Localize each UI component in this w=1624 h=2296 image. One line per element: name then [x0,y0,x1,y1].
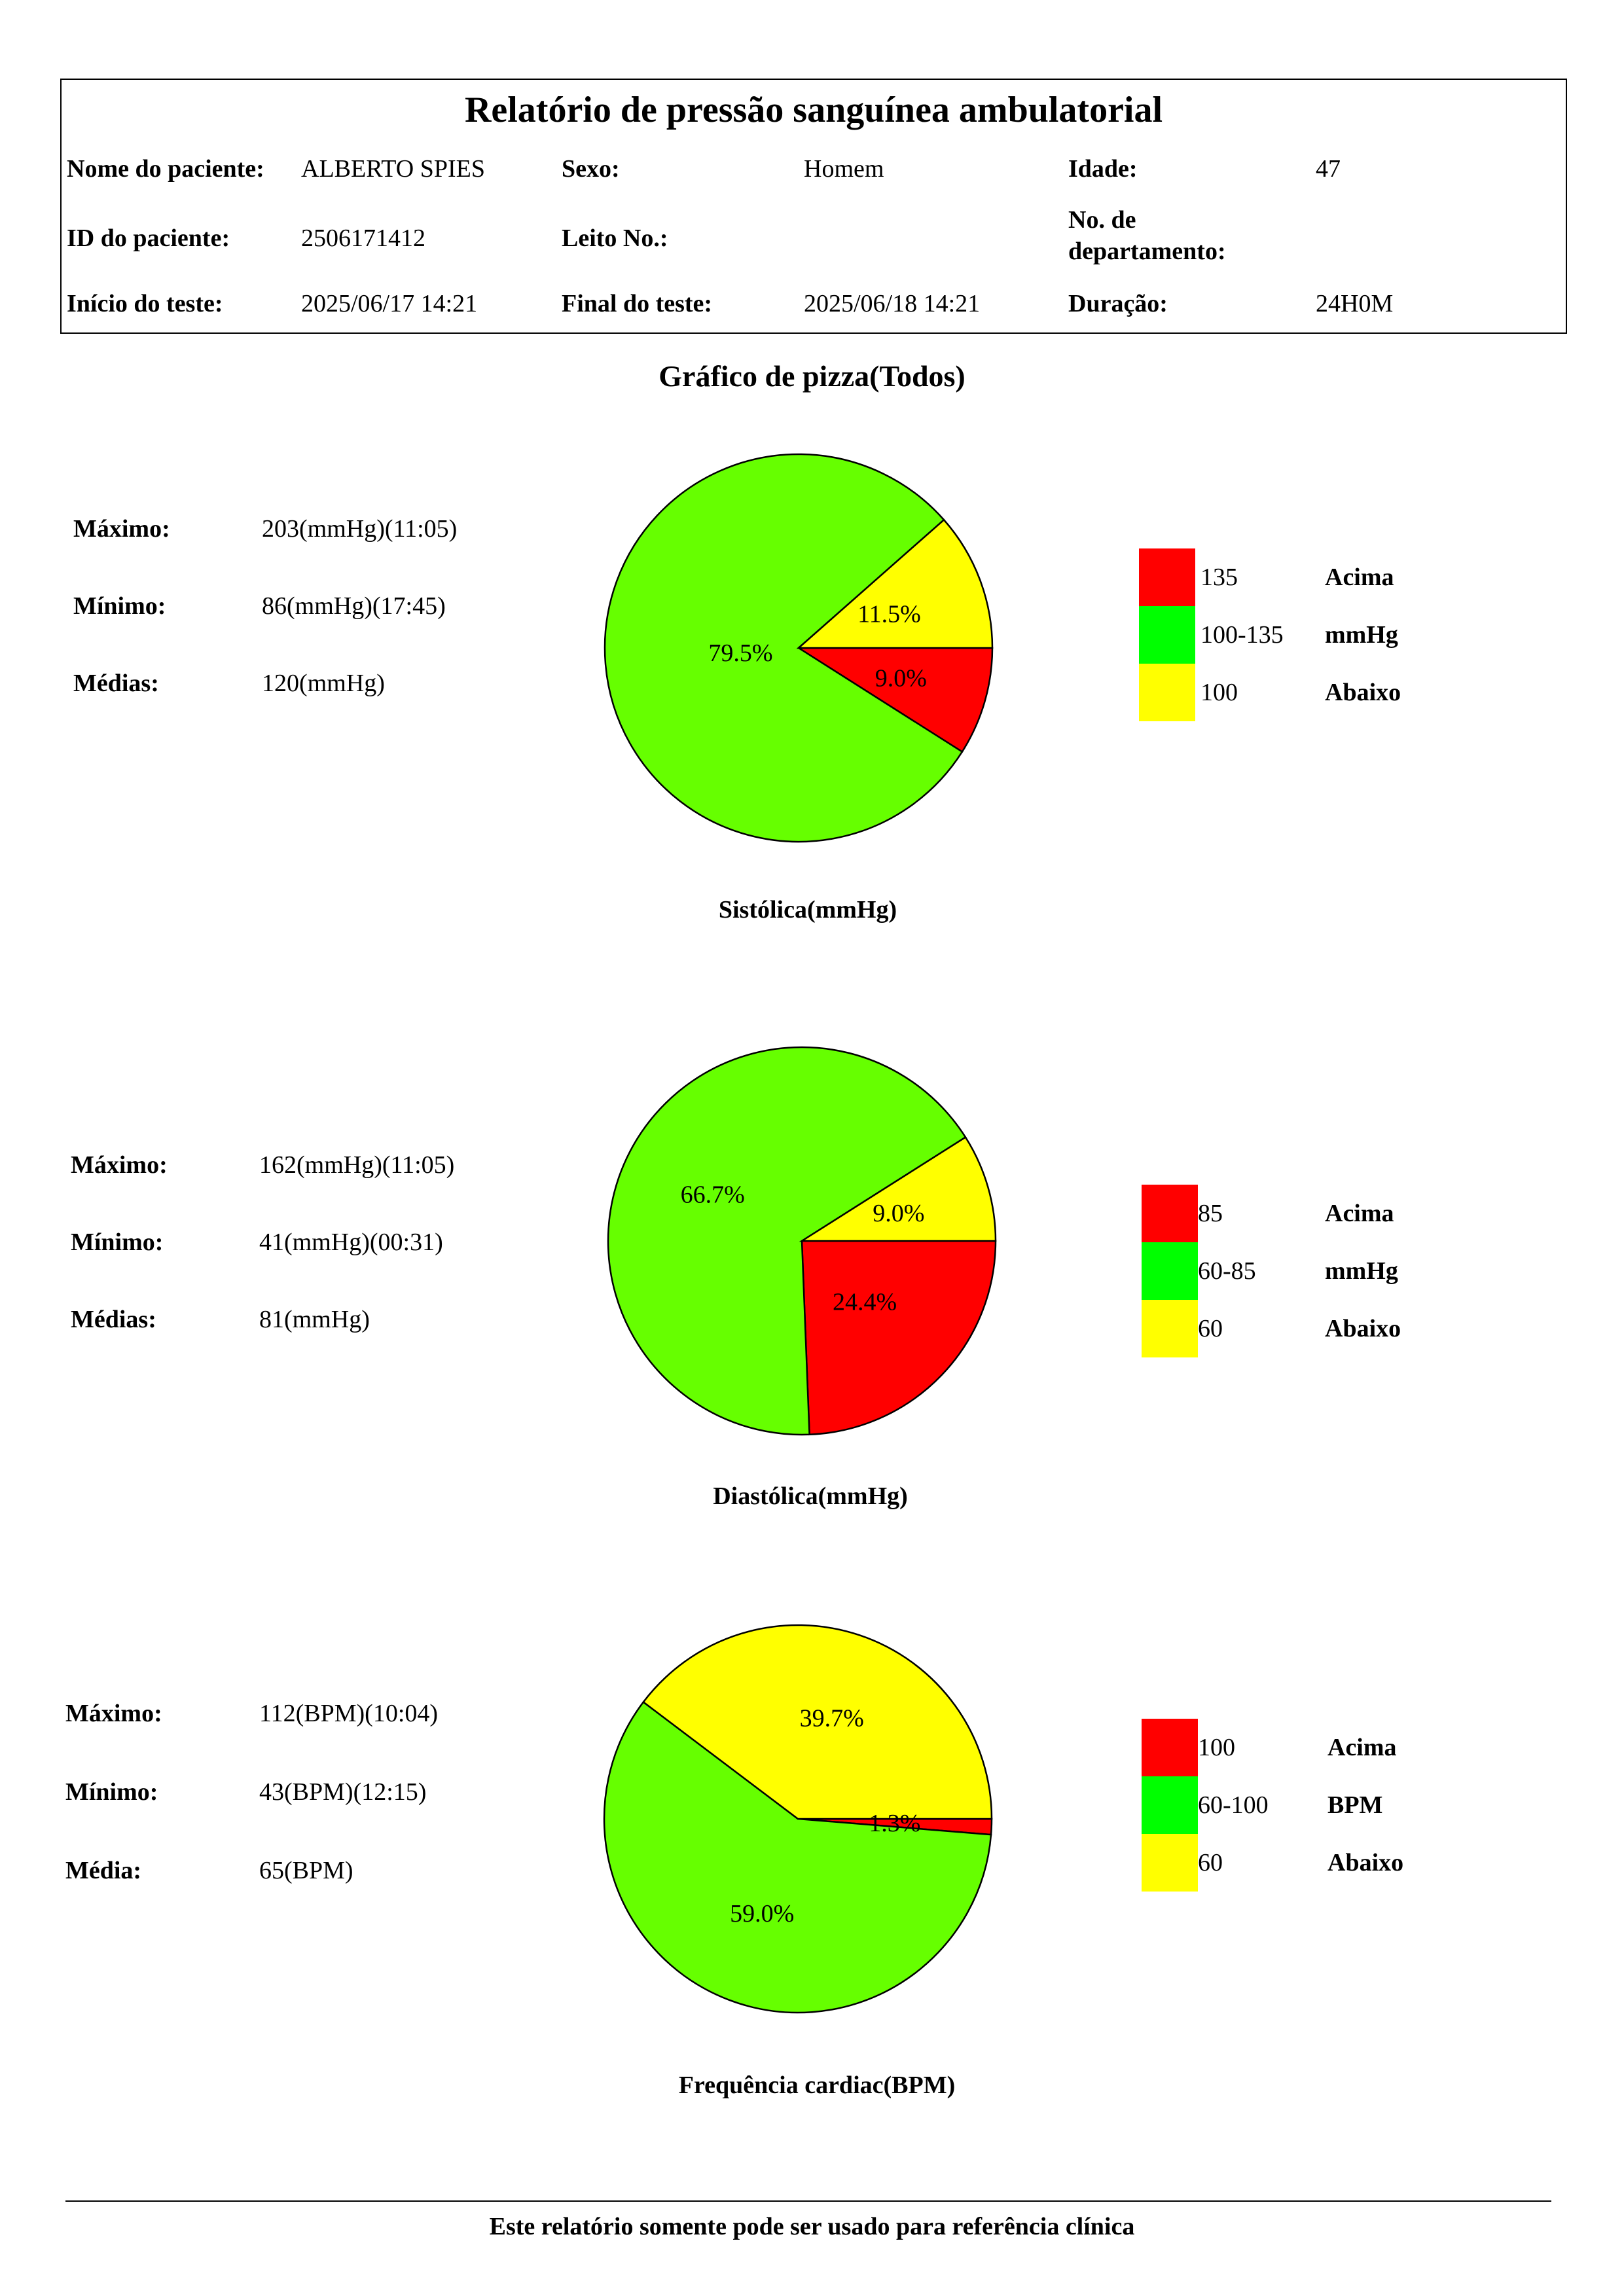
systolic-max-value: 203(mmHg)(11:05) [262,515,458,543]
heart-rate-max-label: Máximo: [65,1700,162,1727]
diastolic-legend-above-label: Acima [1325,1200,1394,1227]
footer-divider [65,2200,1551,2202]
heart-rate-avg-value: 65(BPM) [259,1857,353,1884]
heart-rate-slice-above-label: 1.3% [869,1810,920,1837]
heart-rate-max-value: 112(BPM)(10:04) [259,1700,439,1727]
systolic-slice-below-label: 11.5% [857,601,921,628]
test-start-value: 2025/06/17 14:21 [301,290,478,317]
heart-rate-legend-below-range: 60 [1198,1849,1223,1876]
diastolic-avg-label: Médias: [71,1306,156,1333]
diastolic-legend-below-swatch [1142,1300,1198,1357]
heart-rate-slice-normal-label: 59.0% [730,1900,794,1928]
heart-rate-legend-above-range: 100 [1198,1734,1235,1761]
patient-name-label: Nome do paciente: [67,155,264,183]
bed-number-label: Leito No.: [562,224,668,252]
systolic-chart-title: Sistólica(mmHg) [718,896,897,924]
heart-rate-min-value: 43(BPM)(12:15) [259,1778,427,1806]
age-value: 47 [1316,155,1341,183]
heart-rate-legend-above-swatch [1142,1719,1198,1776]
heart-rate-legend-above-label: Acima [1327,1734,1397,1761]
systolic-legend-normal-swatch [1139,606,1195,664]
sex-label: Sexo: [562,155,620,183]
systolic-avg-value: 120(mmHg) [262,670,385,697]
systolic-min-label: Mínimo: [73,592,166,620]
diastolic-slice-normal-label: 66.7% [681,1181,745,1208]
duration-value: 24H0M [1316,290,1394,317]
duration-label: Duração: [1068,290,1168,317]
diastolic-slice-below [799,1136,997,1242]
patient-id-label: ID do paciente: [67,224,230,252]
heart-rate-min-label: Mínimo: [65,1778,158,1806]
diastolic-slice-below-label: 9.0% [873,1200,924,1227]
heart-rate-pie-chart: 1.3% 59.0% 39.7% [603,1624,993,2014]
diastolic-legend-above-swatch [1142,1185,1198,1242]
systolic-legend-normal-label: mmHg [1325,621,1398,649]
test-start-label: Início do teste: [67,290,223,317]
diastolic-chart-title: Diastólica(mmHg) [713,1482,908,1510]
diastolic-slice-above-label: 24.4% [833,1288,897,1316]
diastolic-legend-normal-label: mmHg [1325,1257,1398,1285]
systolic-legend-above-label: Acima [1325,564,1394,591]
systolic-slice-above-label: 9.0% [875,664,927,692]
heart-rate-legend-normal-range: 60-100 [1198,1791,1269,1819]
diastolic-legend-below-label: Abaixo [1325,1315,1401,1342]
systolic-legend-below-label: Abaixo [1325,679,1401,706]
heart-rate-chart-title: Frequência cardiac(BPM) [678,2072,956,2099]
diastolic-slice-above [801,1240,997,1436]
patient-id-value: 2506171412 [301,224,425,252]
diastolic-min-value: 41(mmHg)(00:31) [259,1229,443,1256]
diastolic-legend-normal-range: 60-85 [1198,1257,1256,1285]
diastolic-avg-value: 81(mmHg) [259,1306,370,1333]
department-number-label: No. de departamento: [1068,206,1226,265]
diastolic-slice-normal [607,1046,967,1436]
diastolic-legend-below-range: 60 [1198,1315,1223,1342]
heart-rate-legend-normal-swatch [1142,1776,1198,1834]
systolic-max-label: Máximo: [73,515,170,543]
report-title: Relatório de pressão sanguínea ambulator… [464,90,1163,130]
heart-rate-slice-below [642,1624,993,1820]
systolic-min-value: 86(mmHg)(17:45) [262,592,446,620]
diastolic-legend-normal-swatch [1142,1242,1198,1300]
section-title: Gráfico de pizza(Todos) [659,359,965,393]
age-label: Idade: [1068,155,1138,183]
heart-rate-avg-label: Média: [65,1857,142,1884]
diastolic-max-value: 162(mmHg)(11:05) [259,1151,455,1179]
systolic-slice-below [796,518,994,649]
diastolic-legend-above-range: 85 [1198,1200,1223,1227]
systolic-avg-label: Médias: [73,670,159,697]
patient-info-box: Relatório de pressão sanguínea ambulator… [60,79,1567,334]
sex-value: Homem [804,155,884,183]
heart-rate-legend-normal-label: BPM [1327,1791,1383,1819]
systolic-slice-normal [604,453,964,843]
diastolic-min-label: Mínimo: [71,1229,164,1256]
systolic-slice-normal-label: 79.5% [708,639,772,667]
systolic-pie-chart: 9.0% 79.5% 11.5% [604,453,994,843]
patient-name-value: ALBERTO SPIES [301,155,486,183]
systolic-legend-below-range: 100 [1200,679,1238,706]
systolic-legend-below-swatch [1139,664,1195,721]
test-end-label: Final do teste: [562,290,713,317]
systolic-legend-above-range: 135 [1200,564,1238,591]
systolic-legend-above-swatch [1139,548,1195,606]
systolic-legend-normal-range: 100-135 [1200,621,1284,649]
diastolic-max-label: Máximo: [71,1151,168,1179]
systolic-slice-above [795,647,994,753]
diastolic-pie-chart: 24.4% 66.7% 9.0% [607,1046,997,1436]
heart-rate-legend-below-swatch [1142,1834,1198,1892]
heart-rate-legend-below-label: Abaixo [1327,1849,1404,1876]
footer-note: Este relatório somente pode ser usado pa… [489,2213,1135,2240]
heart-rate-slice-below-label: 39.7% [800,1705,864,1732]
test-end-value: 2025/06/18 14:21 [804,290,981,317]
heart-rate-slice-normal [603,1700,992,2014]
